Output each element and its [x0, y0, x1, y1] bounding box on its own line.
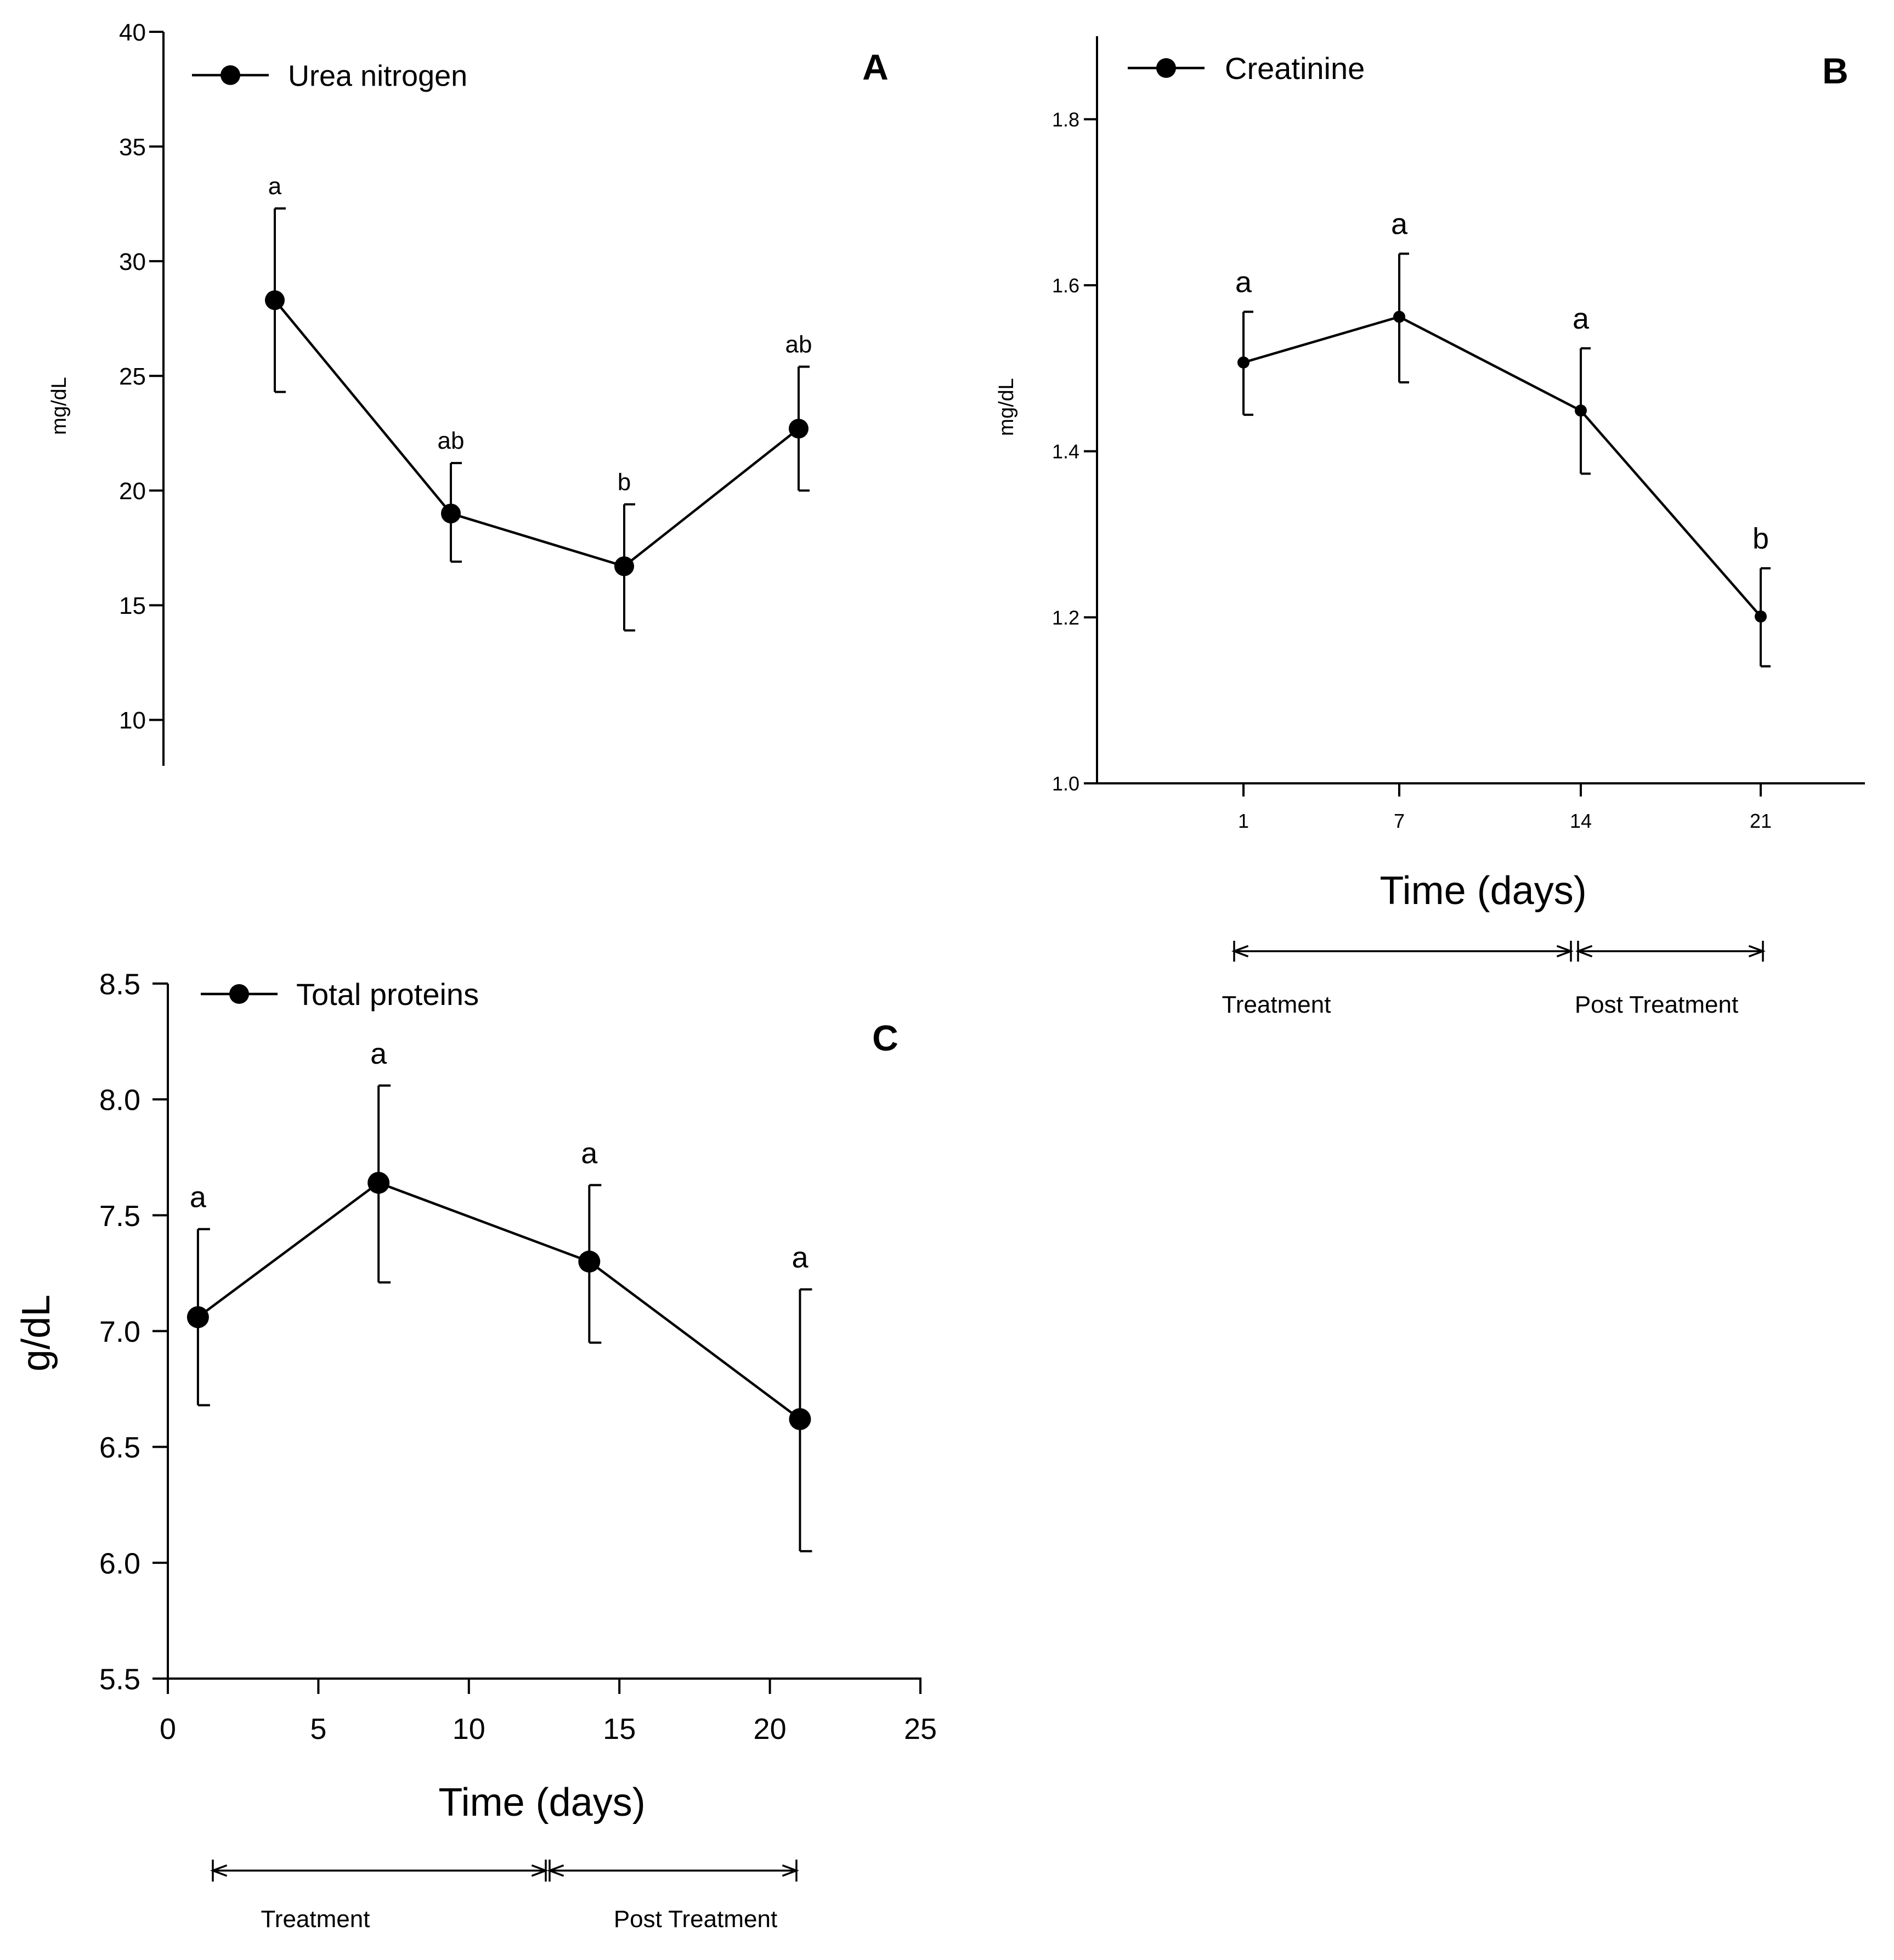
- period-arrowhead-left: [210, 1864, 228, 1877]
- significance-letter: b: [1752, 522, 1769, 555]
- period-arrowhead-left: [1231, 945, 1249, 958]
- y-tick-label: 1.8: [1052, 108, 1079, 131]
- y-tick-label: 8.5: [99, 968, 140, 1001]
- data-point: [1237, 356, 1250, 369]
- period-arrowhead-right: [1748, 945, 1766, 958]
- significance-letter: a: [268, 173, 282, 200]
- y-tick-label: 35: [119, 134, 146, 161]
- period-arrowhead-left: [1575, 945, 1593, 958]
- legend-label: Total proteins: [296, 977, 479, 1012]
- data-point: [1393, 310, 1405, 323]
- x-tick-label: 1: [1238, 810, 1249, 832]
- x-axis-label: Time (days): [1379, 869, 1586, 913]
- x-tick-label: 10: [453, 1713, 485, 1746]
- significance-letter: a: [1391, 207, 1408, 240]
- x-tick-label: 5: [310, 1713, 326, 1746]
- y-tick-label: 20: [119, 478, 146, 505]
- y-tick-label: 6.0: [99, 1547, 140, 1580]
- y-tick-label: 7.0: [99, 1315, 140, 1348]
- panel-letter: A: [862, 47, 889, 87]
- series-line: [274, 299, 800, 568]
- y-tick-label: 8.0: [99, 1084, 140, 1117]
- significance-letter: a: [1573, 302, 1590, 335]
- data-point: [265, 290, 285, 310]
- panel-letter: B: [1822, 50, 1848, 91]
- y-tick-label: 40: [119, 19, 146, 46]
- panel-a-urea-nitrogen: 10 15 20 25 30 35 40 a ab b ab Urea nitrogen Amg/dL: [48, 19, 889, 766]
- significance-letter: b: [618, 468, 631, 495]
- significance-letter: ab: [438, 427, 465, 454]
- legend-marker: [229, 984, 249, 1004]
- y-tick-label: 10: [119, 707, 146, 734]
- panel-b-creatinine: 1.0 1.2 1.4 1.6 1.8 1 7 14 21 a a a b Creatinine Bmg/d…: [995, 36, 1865, 1018]
- legend-label: Creatinine: [1225, 51, 1365, 86]
- significance-letter: a: [581, 1137, 598, 1170]
- legend-label: Urea nitrogen: [288, 59, 467, 92]
- data-point: [368, 1172, 390, 1194]
- x-axis-label: Time (days): [438, 1781, 645, 1825]
- y-axis-label: mg/dL: [995, 378, 1018, 436]
- y-tick-label: 5.5: [99, 1663, 140, 1696]
- x-tick-label: 15: [603, 1713, 636, 1746]
- x-tick-label: 25: [904, 1713, 937, 1746]
- significance-letter: a: [370, 1037, 387, 1070]
- significance-letter: a: [791, 1241, 809, 1274]
- data-point: [1575, 404, 1587, 417]
- period-arrowhead-right: [782, 1864, 799, 1877]
- period-arrowhead-left: [547, 1864, 564, 1877]
- data-point: [614, 556, 634, 577]
- data-point: [789, 419, 809, 439]
- y-axis-label: mg/dL: [48, 377, 71, 435]
- period-arrowhead-right: [1556, 945, 1574, 958]
- x-tick-label: 0: [160, 1713, 176, 1746]
- y-tick-label: 30: [119, 248, 146, 275]
- series-line: [197, 1181, 801, 1420]
- y-tick-label: 7.5: [99, 1200, 140, 1233]
- legend-marker: [221, 65, 240, 85]
- period-label: Treatment: [261, 1906, 370, 1933]
- significance-letter: a: [1235, 266, 1252, 298]
- data-point: [789, 1408, 811, 1430]
- y-tick-label: 1.4: [1052, 440, 1079, 463]
- y-tick-label: 25: [119, 363, 146, 390]
- y-axis-label: g/dL: [14, 1295, 58, 1371]
- data-point: [578, 1250, 601, 1273]
- x-tick-label: 21: [1750, 810, 1772, 832]
- period-label: Treatment: [1222, 991, 1331, 1018]
- data-point: [1755, 610, 1767, 623]
- y-tick-label: 1.0: [1052, 772, 1079, 795]
- legend-marker: [1156, 58, 1176, 78]
- series-line: [1243, 315, 1762, 618]
- significance-letter: ab: [785, 331, 812, 358]
- y-tick-label: 15: [119, 592, 146, 619]
- panel-letter: C: [872, 1018, 898, 1058]
- y-tick-label: 1.6: [1052, 274, 1079, 297]
- period-label: Post Treatment: [1575, 991, 1738, 1018]
- period-arrowhead-right: [531, 1864, 549, 1877]
- panel-c-total-proteins: 5.5 6.0 6.5 7.0 7.5 8.0 8.5 0 5 10 15 20 25 a a a a Total…: [14, 968, 937, 1933]
- y-tick-label: 6.5: [99, 1431, 140, 1464]
- x-tick-label: 20: [754, 1713, 787, 1746]
- x-tick-label: 7: [1394, 810, 1405, 832]
- period-label: Post Treatment: [614, 1906, 777, 1933]
- data-point: [441, 504, 461, 524]
- x-tick-label: 14: [1570, 810, 1592, 832]
- significance-letter: a: [190, 1181, 207, 1214]
- data-point: [186, 1306, 209, 1329]
- y-tick-label: 1.2: [1052, 606, 1079, 629]
